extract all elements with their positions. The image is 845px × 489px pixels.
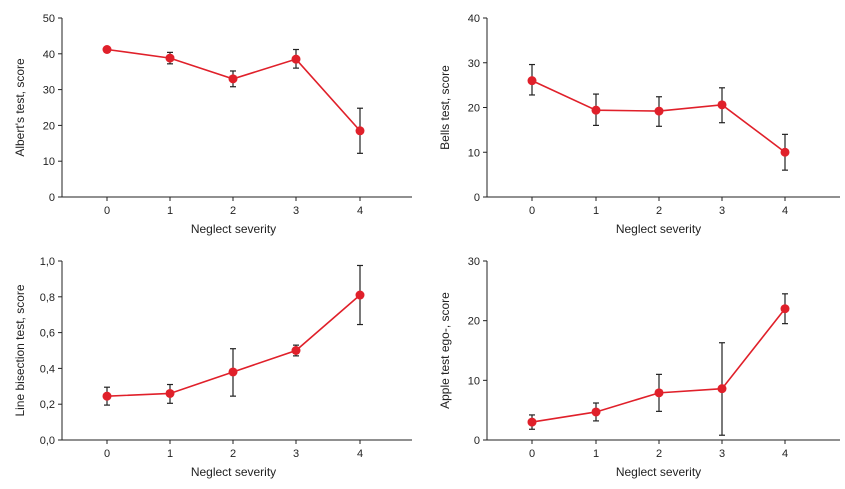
chart-1-x-tick-label: 0 [529,205,535,217]
chart-0-y-tick-label: 50 [43,13,55,25]
chart-2-data-point [228,367,238,377]
chart-1-y-axis-label: Bells test, score [438,65,452,150]
chart-2-x-axis-label: Neglect severity [191,465,276,479]
chart-2-data-point [102,391,112,401]
chart-0-x-tick-label: 4 [357,205,363,217]
chart-0-x-tick-label: 3 [293,205,299,217]
chart-0-y-tick-label: 10 [43,156,55,168]
chart-panel-bottom-right: 0 10 20 30 0 1 2 3 4 Neglect severity Apple test e… [438,256,840,479]
chart-1-y-tick-label: 0 [474,192,480,204]
chart-1-data-point [591,105,601,115]
chart-0-y-axis-label: Albert's test, score [13,58,27,157]
chart-3-x-tick-label: 3 [719,448,725,460]
chart-1-data-point [717,100,727,110]
chart-0-data-point [291,54,301,64]
chart-3-y-tick-label: 10 [468,375,480,387]
chart-2-y-tick-label: 0,6 [40,328,55,340]
chart-3-data-point [591,407,601,417]
chart-1-data-point [780,147,790,157]
chart-2-data-point [355,290,365,300]
chart-3-y-axis-label: Apple test ego-, score [438,292,452,409]
chart-0-data-point [165,53,175,63]
chart-0-series-line [106,48,361,132]
chart-panel-top-right: 0 10 20 30 40 0 1 2 3 4 Neglect severity Bells test… [438,13,840,236]
chart-0-x-tick-label: 0 [104,205,110,217]
chart-1-data-point [654,106,664,116]
chart-2-data-point [165,388,175,398]
chart-1-y-tick-label: 20 [468,103,480,115]
chart-panel-bottom-left: 0,0 0,2 0,4 0,6 0,8 1,0 0 1 2 3 4 Neglect severity L… [13,256,412,479]
chart-0-data-point [355,126,365,136]
chart-3-y-tick-label: 0 [474,435,480,447]
chart-2-y-tick-label: 0,4 [40,363,55,375]
chart-3-x-tick-label: 0 [529,448,535,460]
chart-2-x-tick-label: 1 [167,448,173,460]
chart-1-data-point [527,76,537,86]
chart-1-x-tick-label: 4 [782,205,788,217]
chart-0-y-tick-label: 20 [43,120,55,132]
chart-0-x-axis-label: Neglect severity [191,222,276,236]
chart-1-x-tick-label: 3 [719,205,725,217]
chart-3-data-point [654,388,664,398]
chart-2-x-tick-label: 0 [104,448,110,460]
chart-0-data-point [102,45,112,55]
chart-1-x-tick-label: 1 [593,205,599,217]
chart-3-data-point [717,384,727,394]
chart-2-x-tick-label: 3 [293,448,299,460]
chart-0-y-tick-label: 0 [49,192,55,204]
chart-1-y-tick-label: 40 [468,13,480,25]
chart-3-x-tick-label: 1 [593,448,599,460]
chart-3-x-tick-label: 4 [782,448,788,460]
chart-3-y-tick-label: 20 [468,316,480,328]
chart-0-y-tick-label: 40 [43,49,55,61]
chart-3-data-point [780,304,790,314]
chart-3-data-point [527,417,537,427]
chart-2-x-tick-label: 2 [230,448,236,460]
chart-1-x-tick-label: 2 [656,205,662,217]
chart-2-y-tick-label: 0,2 [40,399,55,411]
chart-0-x-tick-label: 2 [230,205,236,217]
chart-2-y-axis-label: Line bisection test, score [13,284,27,416]
chart-0-y-tick-label: 30 [43,85,55,97]
chart-2-data-point [291,346,301,355]
chart-2-y-tick-label: 0,8 [40,292,55,304]
chart-0-data-point [228,74,238,84]
chart-2-y-tick-label: 0,0 [40,435,55,447]
chart-2-y-tick-label: 1,0 [40,256,55,268]
chart-panel-top-left: 0 10 20 30 40 50 0 1 2 3 4 Neglect severity Albert's… [13,13,412,236]
chart-1-y-tick-label: 10 [468,147,480,159]
chart-3-x-tick-label: 2 [656,448,662,460]
chart-1-x-axis-label: Neglect severity [616,222,701,236]
chart-3-x-axis-label: Neglect severity [616,465,701,479]
chart-1-y-tick-label: 30 [468,58,480,70]
chart-0-x-tick-label: 1 [167,205,173,217]
chart-2-x-tick-label: 4 [357,448,363,460]
chart-3-y-tick-label: 30 [468,256,480,268]
